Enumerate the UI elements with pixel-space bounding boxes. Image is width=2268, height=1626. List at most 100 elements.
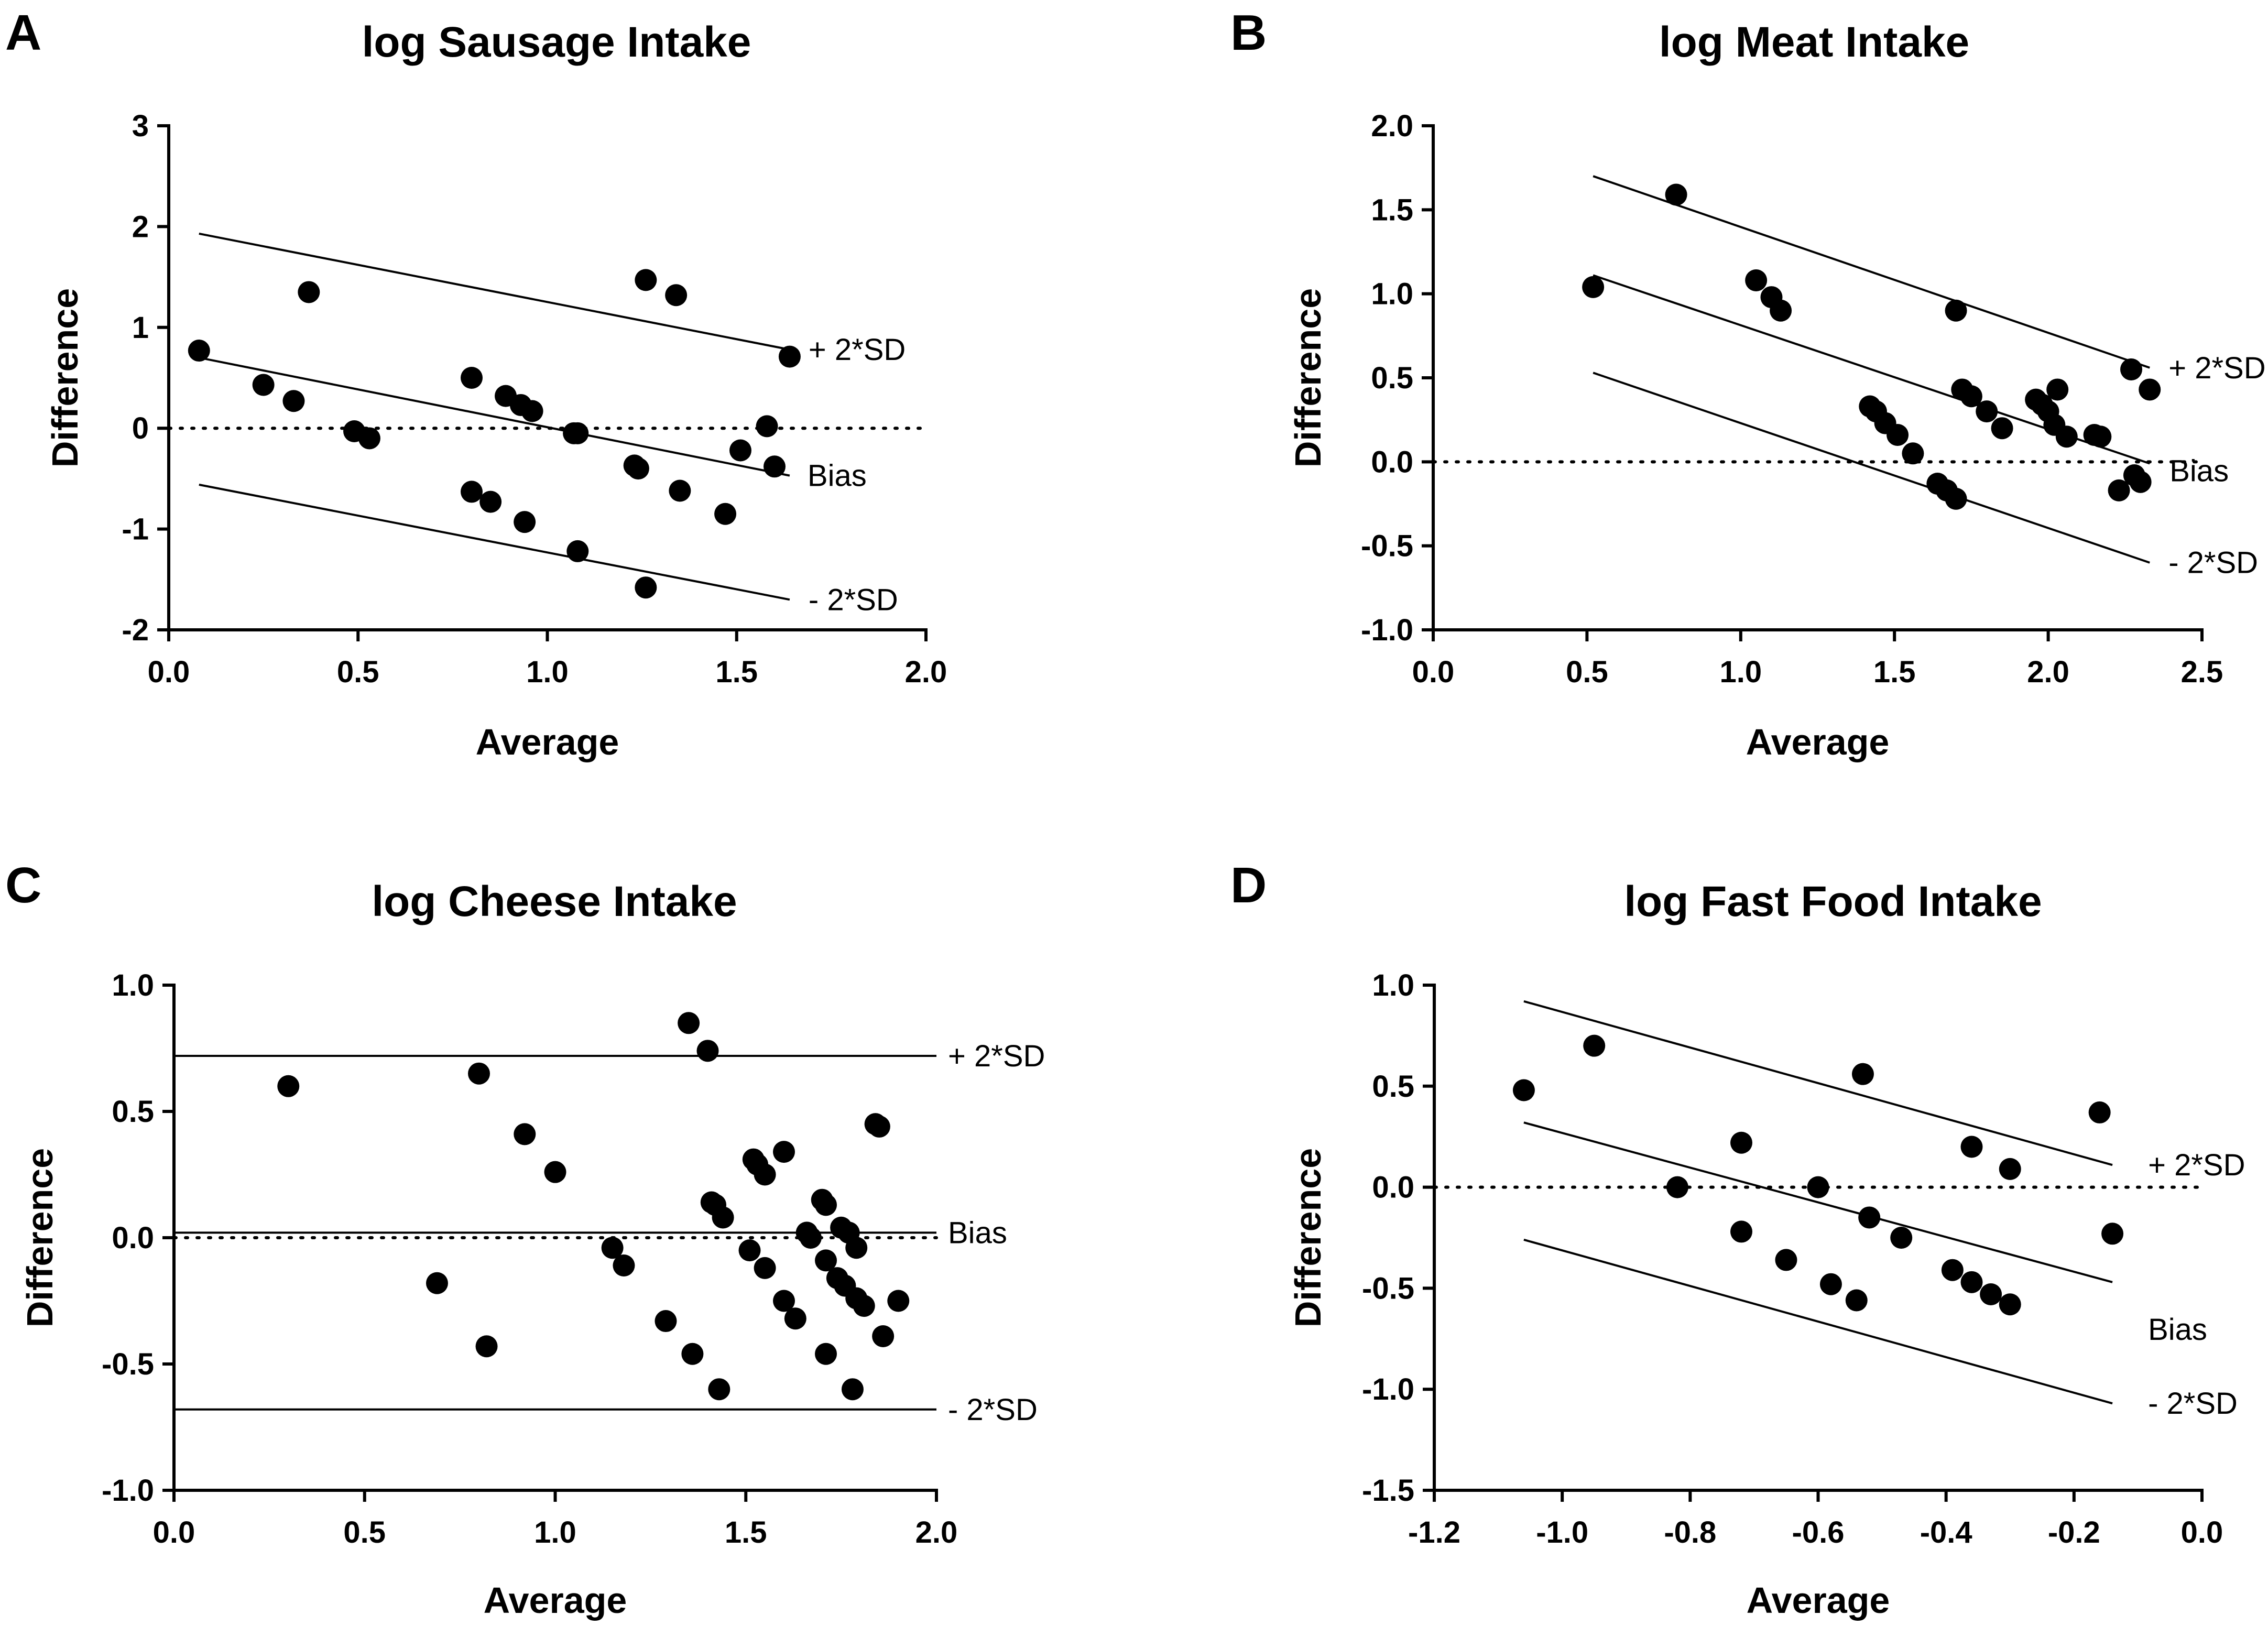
- data-point: [868, 1115, 890, 1138]
- y-tick-label: 1.0: [1371, 277, 1413, 311]
- x-axis-label: Average: [1746, 722, 1890, 762]
- data-point: [1730, 1220, 1752, 1243]
- data-point: [754, 1163, 776, 1186]
- bias-line: [1523, 1121, 2113, 1283]
- x-axis-label: Average: [484, 1580, 627, 1621]
- data-point: [1976, 400, 1998, 423]
- y-axis-label: Difference: [19, 1148, 60, 1327]
- data-point: [696, 1040, 719, 1062]
- upper-limit-label: + 2*SD: [809, 333, 906, 367]
- data-point: [845, 1237, 868, 1259]
- data-point: [635, 269, 657, 291]
- x-tick-label: -0.2: [2048, 1515, 2100, 1549]
- data-point: [1887, 424, 1909, 446]
- data-point: [479, 490, 502, 513]
- data-point: [778, 345, 801, 368]
- data-point: [773, 1141, 795, 1163]
- lower-limit-line: [1593, 372, 2150, 564]
- y-tick-label: -1.0: [1361, 613, 1413, 647]
- data-point: [252, 374, 275, 396]
- data-point: [712, 1206, 734, 1229]
- lower-limit-label: - 2*SD: [2148, 1387, 2238, 1421]
- data-point: [1902, 442, 1924, 465]
- data-point: [872, 1325, 895, 1347]
- lower-limit-label: - 2*SD: [2168, 546, 2258, 580]
- data-point: [613, 1254, 635, 1277]
- data-point: [2088, 1101, 2111, 1123]
- data-point: [2129, 471, 2152, 493]
- data-point: [1665, 183, 1687, 206]
- y-tick-label: 0.5: [112, 1095, 154, 1129]
- x-tick-label: 0.0: [148, 655, 190, 689]
- chart-title: log Fast Food Intake: [1624, 878, 2042, 925]
- data-point: [358, 427, 380, 450]
- x-tick-label: 0.5: [337, 655, 379, 689]
- data-point: [521, 400, 543, 422]
- data-point: [2120, 358, 2143, 380]
- lower-limit-label: - 2*SD: [809, 583, 898, 617]
- data-point: [2101, 1223, 2124, 1245]
- data-point: [544, 1161, 566, 1183]
- data-point: [2108, 479, 2130, 501]
- data-point: [426, 1272, 448, 1294]
- data-point: [277, 1075, 300, 1097]
- data-point: [784, 1307, 806, 1330]
- data-point: [2055, 425, 2078, 448]
- x-tick-label: 0.0: [153, 1515, 195, 1549]
- data-point: [2046, 378, 2069, 401]
- data-point: [799, 1227, 822, 1249]
- data-point: [1945, 487, 1967, 510]
- data-point: [1512, 1079, 1535, 1101]
- lower-limit-label: - 2*SD: [948, 1393, 1038, 1427]
- y-tick-label: -2: [122, 613, 149, 647]
- data-point: [2089, 425, 2112, 448]
- data-point: [669, 479, 691, 502]
- data-point: [1941, 1259, 1964, 1281]
- data-point: [738, 1239, 761, 1262]
- lower-limit-line: [1523, 1238, 2113, 1405]
- data-point: [468, 1062, 490, 1085]
- data-point: [655, 1310, 677, 1333]
- y-tick-label: 0: [132, 411, 149, 445]
- x-tick-label: -1.0: [1536, 1515, 1588, 1549]
- data-point: [708, 1378, 730, 1401]
- x-tick-label: 0.0: [2181, 1515, 2223, 1549]
- x-axis-label: Average: [476, 722, 619, 762]
- data-point: [1845, 1289, 1868, 1312]
- chart-title: log Sausage Intake: [362, 18, 751, 66]
- upper-limit-line: [1593, 175, 2150, 369]
- y-tick-label: 0.0: [1371, 445, 1413, 479]
- y-tick-label: 1: [132, 311, 149, 345]
- data-point: [1583, 1034, 1606, 1057]
- data-point: [764, 455, 786, 478]
- data-point: [841, 1378, 864, 1401]
- bias-label: Bias: [808, 459, 867, 493]
- y-tick-label: 0.5: [1372, 1070, 1414, 1104]
- data-point: [1945, 299, 1967, 322]
- data-point: [514, 1123, 536, 1145]
- x-tick-label: 0.5: [343, 1515, 386, 1549]
- y-tick-label: 2.0: [1371, 109, 1413, 143]
- data-point: [1730, 1131, 1752, 1154]
- data-point: [729, 439, 751, 462]
- y-tick-label: -1.0: [102, 1474, 154, 1508]
- data-point: [1819, 1273, 1842, 1295]
- upper-limit-label: + 2*SD: [2168, 351, 2265, 385]
- y-tick-label: 0.0: [1372, 1171, 1414, 1205]
- data-point: [681, 1343, 704, 1365]
- data-point: [714, 503, 737, 525]
- data-point: [1960, 1136, 1983, 1158]
- data-point: [282, 390, 305, 412]
- data-point: [1991, 417, 2013, 440]
- y-tick-label: 1.0: [1372, 968, 1414, 1002]
- x-tick-label: 1.0: [1719, 655, 1762, 689]
- data-point: [1582, 276, 1605, 298]
- data-point: [566, 422, 589, 444]
- data-point: [601, 1237, 624, 1259]
- bias-label: Bias: [2148, 1313, 2207, 1347]
- data-point: [853, 1295, 875, 1317]
- data-point: [1999, 1293, 2021, 1316]
